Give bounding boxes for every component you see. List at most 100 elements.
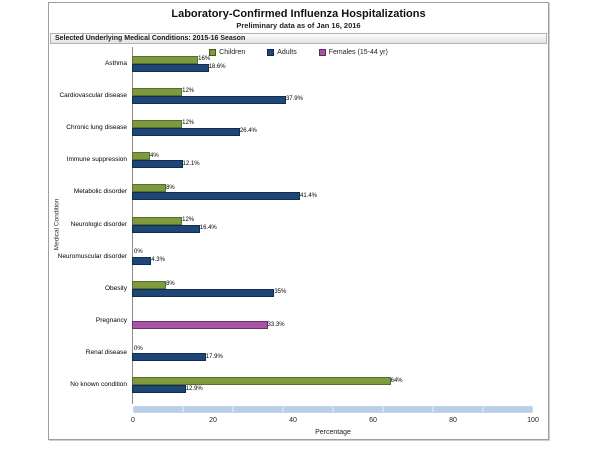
- x-tick-label: 0: [131, 417, 135, 424]
- bar-group: 64% 12.9%: [132, 377, 533, 394]
- bar-group: 12% 26.4%: [132, 119, 533, 136]
- bar-group: 16% 18.6%: [132, 55, 533, 72]
- bar-children: [132, 55, 199, 64]
- x-tick-label: 60: [369, 417, 377, 424]
- bar-slot: 35%: [132, 288, 533, 297]
- bar-slot: 17.9%: [132, 353, 533, 362]
- legend-swatch-icon: [318, 48, 326, 56]
- bar-slot: [132, 313, 533, 321]
- bar-children: [132, 184, 167, 193]
- value-label: 0%: [134, 249, 143, 256]
- category-row: Asthma 16% 18.6%: [49, 47, 550, 79]
- bar-slot: 8%: [132, 184, 533, 193]
- bar-slot: 4%: [132, 152, 533, 161]
- category-row: Neuromuscular disorder 0% 4.3%: [49, 240, 550, 272]
- value-label: 35%: [274, 289, 287, 296]
- category-row: Neurologic disorder 12% 16.4%: [49, 208, 550, 240]
- bar-children: [132, 87, 183, 96]
- bar-slot: 64%: [132, 377, 533, 386]
- category-label: Renal disease: [85, 349, 127, 357]
- bar-children: [132, 377, 391, 386]
- value-label: 4.3%: [151, 257, 165, 264]
- category-row: Metabolic disorder 8% 41.4%: [49, 176, 550, 208]
- bar-adults: [132, 95, 286, 104]
- value-label: 12.1%: [182, 160, 200, 167]
- bar-children: [132, 119, 183, 128]
- value-label: 16%: [198, 56, 211, 63]
- legend-label: Adults: [277, 48, 297, 56]
- category-row: Chronic lung disease 12% 26.4%: [49, 111, 550, 143]
- bar-group: 33.3%: [132, 313, 533, 330]
- x-tick-label: 20: [209, 417, 217, 424]
- bar-adults: [132, 160, 183, 169]
- category-row: Cardiovascular disease 12% 37.9%: [49, 79, 550, 111]
- bar-slot: 37.9%: [132, 95, 533, 104]
- bar-slot: 26.4%: [132, 127, 533, 136]
- category-label: Pregnancy: [95, 317, 127, 325]
- legend: Children Adults Females (15-44 yr): [49, 48, 548, 56]
- category-row: Pregnancy 33.3%: [49, 305, 550, 337]
- category-row: No known condition 64% 12.9%: [49, 369, 550, 401]
- bar-slot: 12%: [132, 216, 533, 225]
- bar-slot: 12%: [132, 87, 533, 96]
- value-label: 4%: [150, 152, 159, 159]
- x-tick-label: 80: [449, 417, 457, 424]
- bar-chart: Asthma 16% 18.6% Cardiovascular disease 12% 3…: [49, 47, 550, 401]
- value-label: 12%: [182, 120, 195, 127]
- bar-slot: 41.4%: [132, 192, 533, 201]
- category-row: Obesity 8% 35%: [49, 272, 550, 304]
- bar-children: [132, 152, 151, 161]
- x-tick-label: 40: [289, 417, 297, 424]
- value-label: 26.4%: [239, 128, 257, 135]
- value-label: 17.9%: [205, 353, 223, 360]
- bar-group: 8% 35%: [132, 280, 533, 297]
- bar-slot: 4.3%: [132, 256, 533, 265]
- bar-children: [132, 216, 183, 225]
- bar-adults: [132, 224, 200, 233]
- value-label: 37.9%: [285, 96, 303, 103]
- category-row: Renal disease 0% 17.9%: [49, 337, 550, 369]
- legend-swatch-icon: [209, 48, 217, 56]
- bar-slot: 18.6%: [132, 63, 533, 72]
- value-label: 64%: [390, 377, 403, 384]
- category-label: Neurologic disorder: [70, 220, 127, 228]
- category-label: Immune suppression: [66, 156, 127, 164]
- bar-slot: 16.4%: [132, 224, 533, 233]
- bar-group: 4% 12.1%: [132, 152, 533, 169]
- value-label: 0%: [134, 345, 143, 352]
- category-row: Immune suppression 4% 12.1%: [49, 144, 550, 176]
- bar-adults: [132, 353, 206, 362]
- bar-slot: 12%: [132, 119, 533, 128]
- page-title: Laboratory-Confirmed Influenza Hospitali…: [171, 8, 426, 20]
- bar-slot: 8%: [132, 280, 533, 289]
- bar-children: [132, 280, 167, 289]
- page-subtitle: Preliminary data as of Jan 16, 2016: [236, 21, 361, 30]
- bar-females: [132, 321, 268, 330]
- legend-label: Females (15-44 yr): [328, 48, 388, 56]
- value-label: 12.9%: [185, 385, 203, 392]
- legend-item-2: Females (15-44 yr): [318, 48, 388, 56]
- value-label: 12%: [182, 217, 195, 224]
- legend-swatch-icon: [267, 48, 275, 56]
- value-label: 33.3%: [267, 321, 285, 328]
- bar-group: 0% 4.3%: [132, 248, 533, 265]
- value-label: 8%: [166, 281, 175, 288]
- bar-slot: 0%: [132, 345, 533, 353]
- x-axis-ticks: 0 20 40 60 80 100: [131, 417, 539, 426]
- category-label: No known condition: [70, 381, 127, 389]
- bar-adults: [132, 63, 209, 72]
- bar-slot: 0%: [132, 248, 533, 256]
- bar-adults: [132, 385, 186, 394]
- legend-item-1: Adults: [267, 48, 297, 56]
- bar-adults: [132, 288, 275, 297]
- value-label: 16.4%: [199, 225, 217, 232]
- bar-slot: 33.3%: [132, 321, 533, 330]
- horizontal-scrollbar[interactable]: [133, 406, 533, 413]
- value-label: 41.4%: [300, 192, 318, 199]
- category-label: Metabolic disorder: [73, 188, 127, 196]
- bar-group: 12% 16.4%: [132, 216, 533, 233]
- category-label: Neuromuscular disorder: [57, 252, 127, 260]
- bar-slot: 12.9%: [132, 385, 533, 394]
- bar-group: 12% 37.9%: [132, 87, 533, 104]
- category-label: Asthma: [104, 59, 127, 67]
